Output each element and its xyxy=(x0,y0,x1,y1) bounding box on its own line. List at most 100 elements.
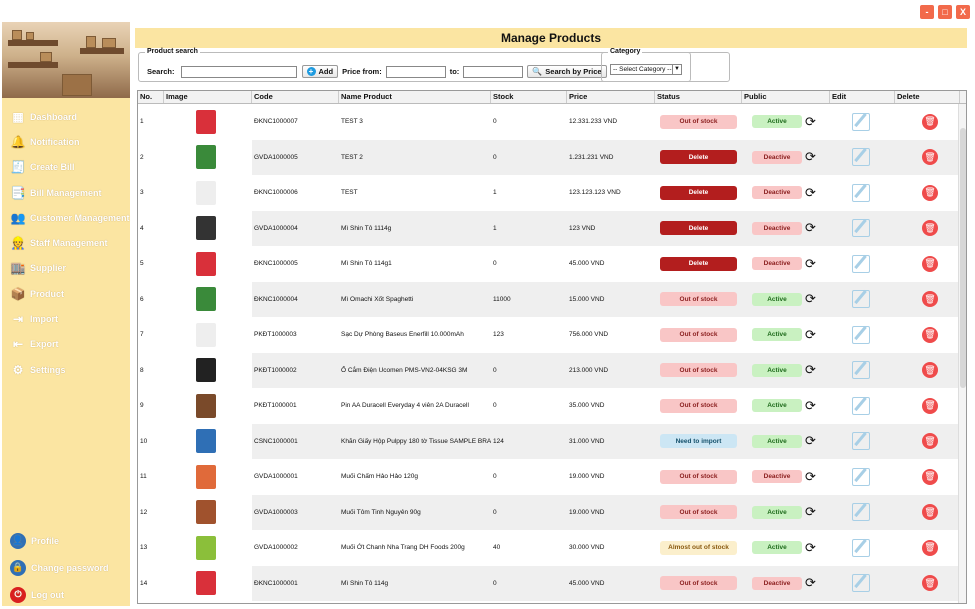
close-button[interactable]: X xyxy=(956,5,970,19)
sidebar-item-export[interactable]: ⇤ Export xyxy=(2,332,130,357)
public-toggle-badge[interactable]: Deactive xyxy=(752,221,802,235)
category-select[interactable]: -- Select Category -- ▼ xyxy=(610,64,682,75)
trash-icon[interactable]: 🗑 xyxy=(922,504,938,521)
refresh-icon[interactable]: ⟳ xyxy=(805,149,816,165)
table-row[interactable]: 11 GVDA1000001 Muối Chấm Hảo Hảo 120g 0 19.0… xyxy=(138,459,966,495)
trash-icon[interactable]: 🗑 xyxy=(922,291,938,308)
vertical-scrollbar[interactable] xyxy=(958,104,966,603)
trash-icon[interactable]: 🗑 xyxy=(922,397,938,414)
refresh-icon[interactable]: ⟳ xyxy=(805,255,816,271)
refresh-icon[interactable]: ⟳ xyxy=(805,184,816,200)
table-row[interactable]: 1 ĐKNC1000007 TEST 3 0 12.331.233 VND Out of … xyxy=(138,104,966,140)
refresh-icon[interactable]: ⟳ xyxy=(805,397,816,413)
sidebar-item-customer-management[interactable]: 👥 Customer Management xyxy=(2,205,130,230)
sidebar-item-dashboard[interactable]: ▦ Dashboard xyxy=(2,104,130,129)
table-row[interactable]: 13 GVDA1000002 Muối Ớt Chanh Nha Trang DH … xyxy=(138,530,966,566)
maximize-button[interactable]: □ xyxy=(938,5,952,19)
column-header[interactable]: Public xyxy=(742,91,830,103)
add-button[interactable]: + Add xyxy=(301,65,339,78)
edit-icon[interactable] xyxy=(852,325,870,344)
trash-icon[interactable]: 🗑 xyxy=(922,220,938,237)
refresh-icon[interactable]: ⟳ xyxy=(805,504,816,520)
refresh-icon[interactable]: ⟳ xyxy=(805,433,816,449)
public-toggle-badge[interactable]: Deactive xyxy=(752,470,802,484)
public-toggle-badge[interactable]: Active xyxy=(752,399,802,413)
status-badge[interactable]: Delete xyxy=(660,256,737,271)
table-row[interactable]: 6 ĐKNC1000004 Mì Omachi Xốt Spaghetti 11000… xyxy=(138,281,966,317)
public-toggle-badge[interactable]: Active xyxy=(752,505,802,519)
edit-icon[interactable] xyxy=(852,396,870,415)
public-toggle-badge[interactable]: Deactive xyxy=(752,257,802,271)
public-toggle-badge[interactable]: Deactive xyxy=(752,186,802,200)
table-row[interactable]: 3 ĐKNC1000006 TEST 1 123.123.123 VND Delete De… xyxy=(138,175,966,211)
edit-icon[interactable] xyxy=(852,538,870,557)
column-header[interactable]: Name Product xyxy=(339,91,491,103)
sidebar-item-product[interactable]: 📦 Product xyxy=(2,281,130,306)
sidebar-item-change-password[interactable]: 🔒 Change password xyxy=(2,554,130,581)
column-header[interactable]: Price xyxy=(567,91,655,103)
public-toggle-badge[interactable]: Active xyxy=(752,115,802,129)
public-toggle-badge[interactable]: Active xyxy=(752,434,802,448)
table-row[interactable]: 8 PKĐT1000002 Ổ Cắm Điện Ucomen PMS-VN2-04… xyxy=(138,352,966,388)
search-input[interactable] xyxy=(180,65,297,78)
table-row[interactable]: 5 ĐKNC1000005 Mì Shin Tô 114g1 0 45.000 VND D… xyxy=(138,246,966,282)
edit-icon[interactable] xyxy=(852,361,870,380)
sidebar-item-settings[interactable]: ⚙ Settings xyxy=(2,357,130,382)
search-by-price-button[interactable]: 🔍 Search by Price xyxy=(527,65,607,78)
scrollbar-thumb[interactable] xyxy=(960,128,966,388)
column-header[interactable]: No. xyxy=(138,91,164,103)
sidebar-item-bill-management[interactable]: 📑 Bill Management xyxy=(2,180,130,205)
edit-icon[interactable] xyxy=(852,290,870,309)
trash-icon[interactable]: 🗑 xyxy=(922,575,938,592)
edit-icon[interactable] xyxy=(852,432,870,451)
edit-icon[interactable] xyxy=(852,148,870,167)
column-header[interactable]: Stock xyxy=(491,91,567,103)
refresh-icon[interactable]: ⟳ xyxy=(805,291,816,307)
edit-icon[interactable] xyxy=(852,183,870,202)
trash-icon[interactable]: 🗑 xyxy=(922,184,938,201)
trash-icon[interactable]: 🗑 xyxy=(922,255,938,272)
column-header[interactable]: Delete xyxy=(895,91,960,103)
column-header[interactable]: Status xyxy=(655,91,742,103)
table-row[interactable]: 4 GVDA1000004 Mì Shin Tô 1114g 1 123 VND Dele… xyxy=(138,210,966,246)
column-header[interactable]: Code xyxy=(252,91,339,103)
public-toggle-badge[interactable]: Active xyxy=(752,328,802,342)
edit-icon[interactable] xyxy=(852,467,870,486)
refresh-icon[interactable]: ⟳ xyxy=(805,575,816,591)
sidebar-item-supplier[interactable]: 🏬 Supplier xyxy=(2,256,130,281)
trash-icon[interactable]: 🗑 xyxy=(922,468,938,485)
public-toggle-badge[interactable]: Active xyxy=(752,292,802,306)
refresh-icon[interactable]: ⟳ xyxy=(805,539,816,555)
public-toggle-badge[interactable]: Active xyxy=(752,363,802,377)
sidebar-item-create-bill[interactable]: 🧾 Create Bill xyxy=(2,155,130,180)
table-row[interactable]: 12 GVDA1000003 Muối Tôm Tinh Nguyên 90g 0 19… xyxy=(138,494,966,530)
table-row[interactable]: 9 PKĐT1000001 Pin AA Duracell Everyday 4 v… xyxy=(138,388,966,424)
public-toggle-badge[interactable]: Deactive xyxy=(752,150,802,164)
trash-icon[interactable]: 🗑 xyxy=(922,149,938,166)
trash-icon[interactable]: 🗑 xyxy=(922,433,938,450)
column-header[interactable]: Edit xyxy=(830,91,895,103)
minimize-button[interactable]: - xyxy=(920,5,934,19)
status-badge[interactable]: Delete xyxy=(660,185,737,200)
trash-icon[interactable]: 🗑 xyxy=(922,113,938,130)
trash-icon[interactable]: 🗑 xyxy=(922,539,938,556)
trash-icon[interactable]: 🗑 xyxy=(922,362,938,379)
sidebar-item-profile[interactable]: 👤 Profile xyxy=(2,527,130,554)
status-badge[interactable]: Delete xyxy=(660,221,737,236)
public-toggle-badge[interactable]: Active xyxy=(752,541,802,555)
sidebar-item-notification[interactable]: 🔔 Notification xyxy=(2,129,130,154)
column-header[interactable]: Image xyxy=(164,91,252,103)
refresh-icon[interactable]: ⟳ xyxy=(805,468,816,484)
refresh-icon[interactable]: ⟳ xyxy=(805,220,816,236)
edit-icon[interactable] xyxy=(852,219,870,238)
table-row[interactable]: 14 ĐKNC1000001 Mì Shin Tô 114g 0 45.000 VND O… xyxy=(138,565,966,601)
table-row[interactable]: 7 PKĐT1000003 Sạc Dự Phòng Baseus Enerfill… xyxy=(138,317,966,353)
sidebar-item-import[interactable]: ⇥ Import xyxy=(2,306,130,331)
price-from-input[interactable] xyxy=(385,65,446,78)
edit-icon[interactable] xyxy=(852,254,870,273)
edit-icon[interactable] xyxy=(852,112,870,131)
sidebar-item-log-out[interactable]: ⏻ Log out xyxy=(2,581,130,608)
refresh-icon[interactable]: ⟳ xyxy=(805,113,816,129)
public-toggle-badge[interactable]: Deactive xyxy=(752,576,802,590)
table-row[interactable]: 10 CSNC1000001 Khăn Giấy Hộp Pulppy 180 tờ… xyxy=(138,423,966,459)
